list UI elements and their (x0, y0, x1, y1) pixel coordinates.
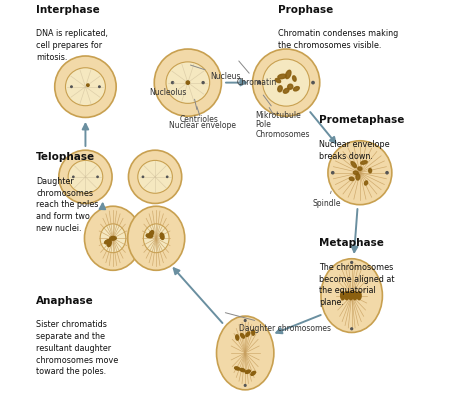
Ellipse shape (128, 206, 185, 270)
Ellipse shape (55, 56, 116, 118)
Ellipse shape (65, 68, 105, 106)
Text: Chromatin: Chromatin (237, 61, 277, 87)
Text: Sister chromatids
separate and the
resultant daughter
chromosomes move
toward th: Sister chromatids separate and the resul… (36, 320, 118, 376)
Ellipse shape (251, 372, 255, 375)
Ellipse shape (84, 206, 141, 270)
Ellipse shape (240, 369, 245, 372)
Ellipse shape (87, 84, 89, 86)
Ellipse shape (356, 174, 360, 180)
Ellipse shape (349, 291, 353, 300)
Ellipse shape (99, 86, 100, 88)
Ellipse shape (332, 172, 334, 174)
Ellipse shape (275, 79, 281, 83)
Ellipse shape (361, 161, 367, 164)
Ellipse shape (246, 370, 250, 373)
Ellipse shape (100, 224, 126, 253)
Ellipse shape (202, 82, 204, 83)
Ellipse shape (345, 291, 349, 300)
Ellipse shape (240, 334, 245, 338)
Ellipse shape (59, 150, 112, 203)
Ellipse shape (278, 74, 286, 79)
Ellipse shape (172, 82, 173, 83)
Ellipse shape (353, 291, 357, 300)
Ellipse shape (246, 332, 250, 337)
Ellipse shape (349, 177, 354, 180)
Ellipse shape (71, 86, 72, 88)
Ellipse shape (292, 76, 296, 81)
Text: Nuclear envelope: Nuclear envelope (169, 106, 237, 130)
Ellipse shape (365, 181, 368, 185)
Text: Anaphase: Anaphase (36, 296, 94, 306)
Ellipse shape (369, 169, 372, 173)
Ellipse shape (142, 176, 144, 178)
Ellipse shape (386, 172, 388, 174)
Text: Interphase: Interphase (36, 5, 100, 15)
Ellipse shape (351, 328, 353, 330)
Text: Metaphase: Metaphase (319, 238, 384, 248)
Text: Telophase: Telophase (36, 152, 95, 162)
Ellipse shape (354, 171, 358, 174)
Ellipse shape (186, 81, 190, 84)
Ellipse shape (149, 231, 154, 237)
Ellipse shape (252, 330, 255, 335)
Text: DNA is replicated,
cell prepares for
mitosis.: DNA is replicated, cell prepares for mit… (36, 29, 108, 62)
Ellipse shape (253, 49, 320, 116)
Ellipse shape (236, 335, 239, 340)
Ellipse shape (312, 81, 314, 84)
Ellipse shape (328, 141, 392, 205)
Ellipse shape (128, 150, 182, 203)
Text: Daughter
chromosomes
reach the poles
and form two
new nuclei.: Daughter chromosomes reach the poles and… (36, 177, 99, 233)
Ellipse shape (244, 385, 246, 386)
Ellipse shape (105, 240, 111, 244)
Text: Spindle: Spindle (313, 191, 341, 208)
Ellipse shape (107, 240, 111, 247)
Text: Prometaphase: Prometaphase (319, 115, 404, 125)
Ellipse shape (357, 291, 361, 300)
Ellipse shape (285, 70, 291, 79)
Text: Prophase: Prophase (278, 5, 333, 15)
Ellipse shape (293, 87, 299, 91)
Text: Pole
Chromosomes: Pole Chromosomes (255, 108, 310, 139)
Text: Nuclear envelope
breaks down.: Nuclear envelope breaks down. (319, 140, 390, 161)
Ellipse shape (144, 224, 169, 253)
Ellipse shape (341, 291, 345, 300)
Ellipse shape (109, 236, 116, 240)
Ellipse shape (283, 88, 289, 93)
Text: Mikrotubule: Mikrotubule (255, 95, 301, 120)
Ellipse shape (146, 234, 153, 238)
Ellipse shape (160, 233, 164, 240)
Text: Daughter chromosomes: Daughter chromosomes (225, 313, 331, 333)
Ellipse shape (351, 162, 356, 168)
Ellipse shape (244, 320, 246, 321)
Ellipse shape (258, 81, 260, 84)
Ellipse shape (263, 59, 310, 106)
Ellipse shape (351, 261, 353, 263)
Ellipse shape (68, 160, 103, 193)
Ellipse shape (97, 176, 98, 178)
Ellipse shape (321, 259, 383, 332)
Text: Chromatin condenses making
the chromosomes visible.: Chromatin condenses making the chromosom… (278, 29, 398, 50)
Ellipse shape (166, 176, 168, 178)
Ellipse shape (154, 49, 221, 116)
Ellipse shape (288, 84, 293, 89)
Ellipse shape (73, 176, 74, 178)
Ellipse shape (278, 86, 282, 92)
Ellipse shape (166, 62, 210, 103)
Text: The chromosomes
become aligned at
the equatorial
plane.: The chromosomes become aligned at the eq… (319, 263, 394, 307)
Ellipse shape (138, 160, 173, 193)
Text: Nucleus: Nucleus (191, 65, 241, 81)
Text: Centrioles: Centrioles (180, 99, 219, 124)
Ellipse shape (358, 167, 362, 171)
Text: Nucleolus: Nucleolus (149, 83, 186, 97)
Ellipse shape (217, 316, 274, 390)
Ellipse shape (235, 367, 240, 370)
